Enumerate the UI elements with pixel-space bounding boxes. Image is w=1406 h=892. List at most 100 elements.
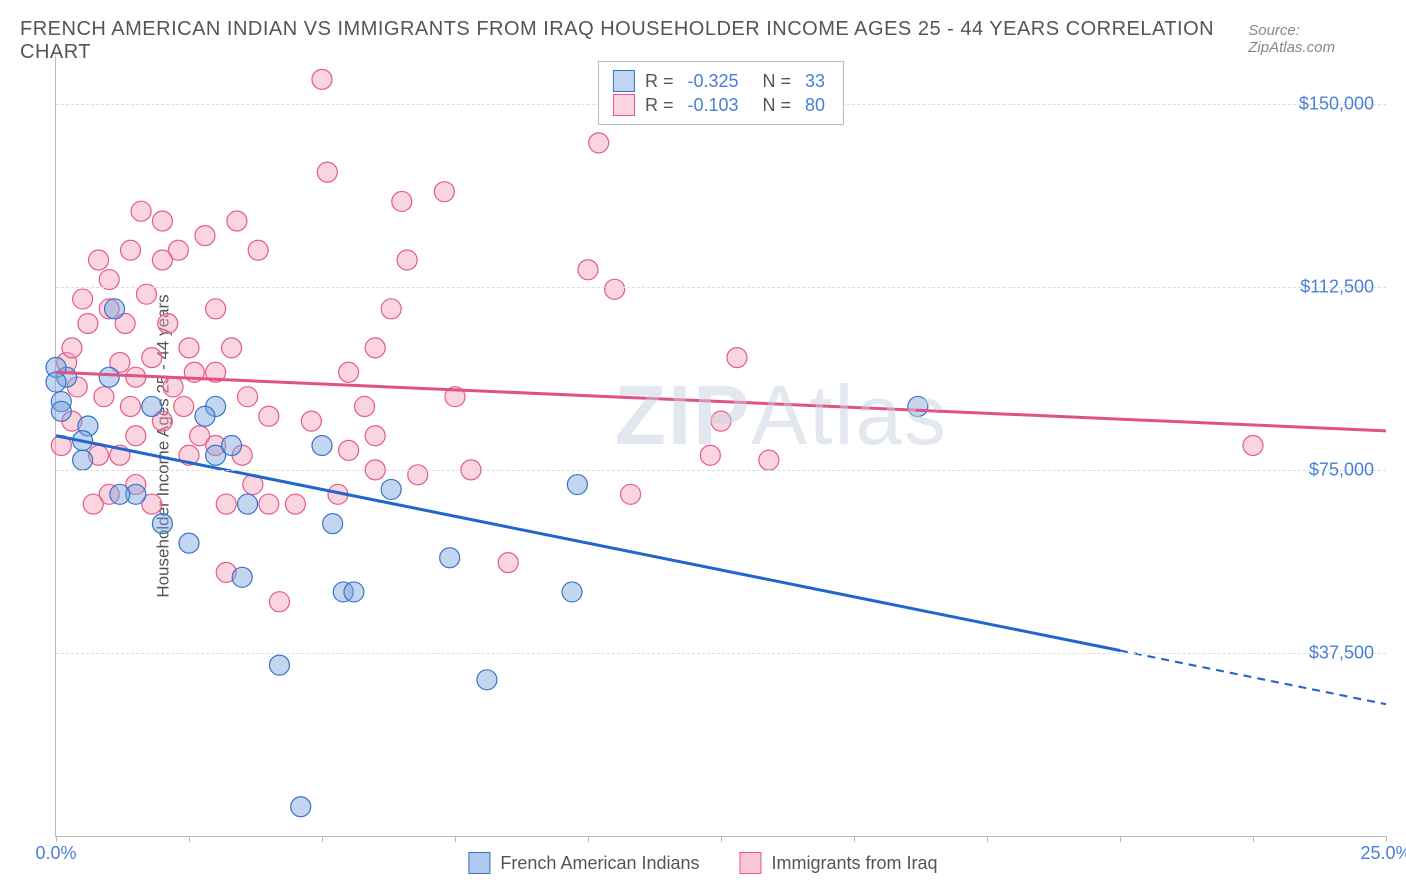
scatter-point	[238, 494, 258, 514]
plot-svg	[56, 55, 1386, 836]
scatter-point	[238, 387, 258, 407]
stats-legend-row: R = -0.103 N = 80	[613, 94, 829, 116]
scatter-point	[291, 797, 311, 817]
scatter-point	[397, 250, 417, 270]
scatter-point	[1243, 436, 1263, 456]
scatter-point	[323, 514, 343, 534]
scatter-point	[365, 426, 385, 446]
x-tick-label: 0.0%	[35, 843, 76, 864]
scatter-point	[99, 367, 119, 387]
scatter-point	[89, 250, 109, 270]
scatter-point	[222, 338, 242, 358]
swatch-series-b	[613, 94, 635, 116]
scatter-point	[179, 533, 199, 553]
scatter-point	[73, 450, 93, 470]
plot-area: R = -0.325 N = 33 R = -0.103 N = 80 ZIPA…	[55, 55, 1386, 837]
scatter-point	[381, 299, 401, 319]
scatter-point	[285, 494, 305, 514]
r-value-a: -0.325	[687, 71, 738, 92]
scatter-point	[152, 250, 172, 270]
scatter-point	[232, 567, 252, 587]
legend-item: Immigrants from Iraq	[740, 852, 938, 874]
scatter-point	[110, 484, 130, 504]
scatter-point	[355, 396, 375, 416]
series-legend: French American Indians Immigrants from …	[468, 852, 937, 874]
scatter-point	[562, 582, 582, 602]
scatter-point	[195, 406, 215, 426]
scatter-point	[908, 396, 928, 416]
scatter-point	[105, 299, 125, 319]
scatter-point	[605, 279, 625, 299]
n-label: N =	[753, 95, 792, 116]
scatter-point	[621, 484, 641, 504]
scatter-point	[408, 465, 428, 485]
scatter-point	[339, 440, 359, 460]
scatter-point	[440, 548, 460, 568]
scatter-point	[195, 226, 215, 246]
scatter-point	[51, 401, 71, 421]
legend-label: Immigrants from Iraq	[772, 853, 938, 874]
scatter-point	[126, 426, 146, 446]
scatter-point	[142, 348, 162, 368]
r-value-b: -0.103	[687, 95, 738, 116]
scatter-point	[317, 162, 337, 182]
y-tick-label: $75,000	[1309, 459, 1374, 480]
scatter-point	[381, 479, 401, 499]
scatter-point	[498, 553, 518, 573]
scatter-point	[83, 494, 103, 514]
scatter-point	[179, 338, 199, 358]
scatter-point	[365, 338, 385, 358]
scatter-point	[78, 313, 98, 333]
scatter-point	[711, 411, 731, 431]
stats-legend-row: R = -0.325 N = 33	[613, 70, 829, 92]
x-tick-label: 25.0%	[1360, 843, 1406, 864]
scatter-point	[259, 406, 279, 426]
regression-line	[56, 436, 1120, 651]
scatter-point	[269, 655, 289, 675]
scatter-point	[216, 494, 236, 514]
r-label: R =	[645, 95, 674, 116]
scatter-point	[434, 182, 454, 202]
scatter-point	[222, 436, 242, 456]
y-tick-label: $112,500	[1300, 276, 1374, 297]
scatter-point	[301, 411, 321, 431]
scatter-point	[158, 313, 178, 333]
correlation-chart: FRENCH AMERICAN INDIAN VS IMMIGRANTS FRO…	[0, 0, 1406, 892]
y-tick-label: $150,000	[1299, 93, 1374, 114]
scatter-point	[152, 211, 172, 231]
scatter-point	[62, 338, 82, 358]
scatter-point	[589, 133, 609, 153]
stats-legend: R = -0.325 N = 33 R = -0.103 N = 80	[598, 61, 844, 125]
scatter-point	[120, 396, 140, 416]
scatter-point	[131, 201, 151, 221]
n-label: N =	[753, 71, 792, 92]
scatter-point	[312, 69, 332, 89]
swatch-series-a	[613, 70, 635, 92]
n-value-b: 80	[805, 95, 825, 116]
legend-item: French American Indians	[468, 852, 699, 874]
y-tick-label: $37,500	[1309, 642, 1374, 663]
n-value-a: 33	[805, 71, 825, 92]
scatter-point	[312, 436, 332, 456]
scatter-point	[727, 348, 747, 368]
scatter-point	[206, 299, 226, 319]
scatter-point	[759, 450, 779, 470]
scatter-point	[259, 494, 279, 514]
swatch-series-a	[468, 852, 490, 874]
scatter-point	[344, 582, 364, 602]
scatter-point	[392, 191, 412, 211]
scatter-point	[163, 377, 183, 397]
scatter-point	[46, 372, 66, 392]
scatter-point	[142, 396, 162, 416]
scatter-point	[248, 240, 268, 260]
scatter-point	[94, 387, 114, 407]
source-attribution: Source: ZipAtlas.com	[1248, 22, 1386, 56]
scatter-point	[269, 592, 289, 612]
scatter-point	[174, 396, 194, 416]
scatter-point	[339, 362, 359, 382]
scatter-point	[578, 260, 598, 280]
scatter-point	[120, 240, 140, 260]
swatch-series-b	[740, 852, 762, 874]
scatter-point	[477, 670, 497, 690]
scatter-point	[700, 445, 720, 465]
